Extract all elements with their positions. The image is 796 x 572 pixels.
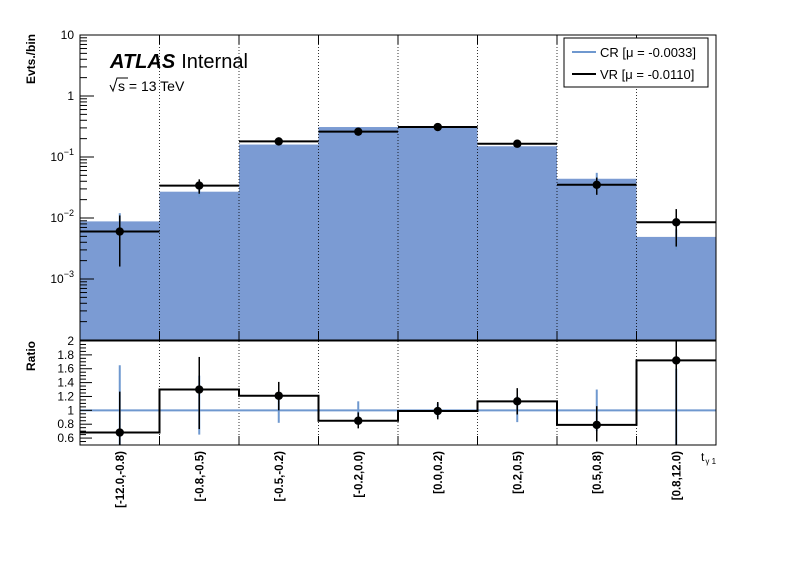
ratio-panel: 0.60.811.21.41.61.82 Ratio [-12.0,-0.8) [-0… bbox=[24, 334, 717, 508]
ratio-point bbox=[592, 420, 601, 430]
legend: CR [μ = -0.0033] VR [μ = -0.0110] bbox=[563, 37, 709, 88]
sqrt-symbol bbox=[109, 77, 128, 93]
ratio-point bbox=[195, 385, 204, 394]
ratio-y-tick-label: 2 bbox=[67, 334, 74, 348]
ratio-y-tick-label: 1.6 bbox=[57, 362, 74, 376]
vr-point bbox=[195, 181, 204, 190]
ratio-y-tick-label: 0.6 bbox=[57, 431, 74, 445]
x-category-label: [0.0,0.2) bbox=[433, 451, 445, 494]
ratio-y-tick-label: 1.8 bbox=[57, 348, 74, 362]
y-axis-label: Evts./bin bbox=[24, 34, 38, 84]
y-tick-label: 10 bbox=[61, 28, 75, 42]
ratio-point bbox=[513, 397, 522, 406]
vr-point bbox=[513, 139, 522, 148]
ratio-point bbox=[115, 428, 124, 437]
x-axis-label: tγ 1 bbox=[701, 450, 717, 466]
ratio-point bbox=[274, 391, 283, 400]
x-category-label: [0.8,12.0) bbox=[671, 451, 683, 500]
ratio-y-tick-label: 1.2 bbox=[57, 389, 74, 403]
cr-bar bbox=[636, 236, 716, 340]
ratio-point bbox=[354, 416, 363, 425]
x-category-label: [-0.8,-0.5) bbox=[194, 451, 206, 502]
ratio-y-tick-label: 1 bbox=[67, 403, 74, 417]
vr-point bbox=[672, 218, 681, 227]
ratio-y-tick-label: 0.8 bbox=[57, 417, 74, 431]
y-tick-label: 10−3 bbox=[50, 269, 74, 286]
annotations: ATLAS Internal s = 13 TeV bbox=[109, 51, 248, 94]
ratio-point bbox=[672, 356, 681, 365]
vr-point bbox=[433, 122, 442, 132]
cr-bar bbox=[318, 127, 398, 340]
legend-vr-label: VR [μ = -0.0110] bbox=[600, 67, 694, 82]
energy-label: s = 13 TeV bbox=[109, 77, 185, 94]
vr-point bbox=[274, 137, 283, 146]
ratio-y-axis-label: Ratio bbox=[24, 341, 38, 371]
vr-point bbox=[354, 127, 363, 136]
x-category-label: [0.5,0.8) bbox=[592, 451, 604, 494]
x-category-label: [-0.5,-0.2) bbox=[274, 451, 286, 502]
ratio-point bbox=[433, 406, 442, 416]
y-tick-label: 10−1 bbox=[50, 147, 74, 164]
cr-bar bbox=[477, 146, 557, 340]
cr-bar bbox=[557, 178, 637, 340]
vr-point bbox=[115, 227, 124, 236]
x-category-label: [-0.2,0.0) bbox=[353, 451, 365, 498]
y-tick-label: 10−2 bbox=[50, 208, 74, 225]
vr-point bbox=[592, 180, 601, 190]
x-category-label: [-12.0,-0.8) bbox=[115, 451, 127, 508]
legend-cr-label: CR [μ = -0.0033] bbox=[600, 45, 696, 60]
y-tick-label: 1 bbox=[67, 89, 74, 103]
x-category-label: [0.2,0.5) bbox=[512, 451, 524, 494]
cr-bar bbox=[398, 127, 478, 340]
svg-text:s = 13 TeV: s = 13 TeV bbox=[118, 78, 185, 94]
cr-bar bbox=[159, 191, 239, 340]
cr-bar bbox=[239, 144, 319, 340]
atlas-label: ATLAS Internal bbox=[109, 51, 248, 73]
legend-box bbox=[563, 37, 709, 88]
ratio-y-tick-label: 1.4 bbox=[57, 376, 74, 390]
